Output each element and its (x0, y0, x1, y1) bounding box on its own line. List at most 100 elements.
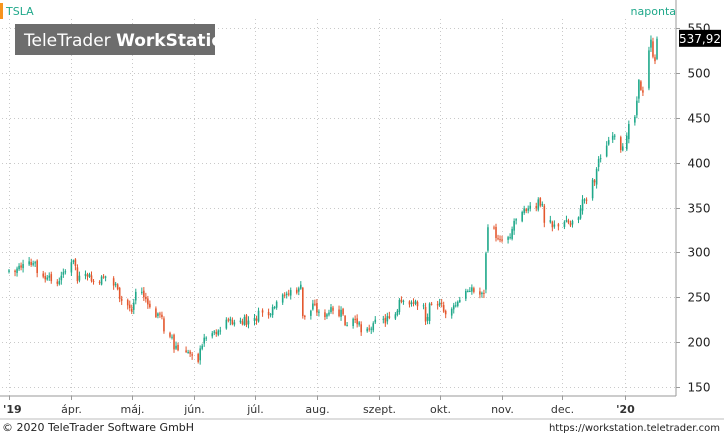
candle-body (553, 224, 556, 227)
candle-body (118, 287, 121, 300)
candle-body (60, 275, 63, 281)
candle-body (72, 260, 75, 262)
x-tick-label: szept. (363, 403, 396, 416)
candle-body (90, 275, 93, 282)
candle-body (219, 330, 222, 332)
symbol-color-marker (0, 3, 3, 19)
candle-body (197, 353, 199, 362)
candle-body (585, 199, 588, 201)
candle-body (398, 299, 401, 313)
candle-body (157, 313, 159, 316)
watermark-logo: TeleTrader WorkStation (15, 24, 235, 55)
x-tick-label: okt. (430, 403, 451, 416)
candle-body (84, 273, 87, 276)
candle-body (549, 220, 552, 223)
candle-body (302, 287, 304, 317)
candle-body (175, 345, 177, 349)
y-tick-label: 200 (688, 336, 711, 350)
candle-body (30, 261, 32, 265)
candle-body (98, 281, 101, 283)
candle-body (452, 305, 455, 310)
candle-body (356, 318, 358, 325)
candle-body (634, 116, 636, 123)
candle-body (217, 330, 220, 335)
candle-body (638, 80, 640, 99)
candle-body (177, 344, 179, 351)
candle-body (599, 158, 602, 160)
candle-body (340, 309, 342, 317)
candle-body (384, 317, 387, 324)
candle-body (330, 307, 332, 313)
candle-body (352, 318, 354, 326)
candle-body (458, 299, 461, 303)
candle-body (328, 312, 330, 315)
candle-body (569, 223, 572, 226)
candle-body (36, 260, 38, 274)
candle-body (231, 320, 234, 325)
candle-body (358, 322, 360, 325)
candle-body (191, 354, 193, 356)
candle-body (354, 318, 356, 320)
candle-body (565, 220, 568, 222)
candle-body (539, 198, 542, 206)
candle-body (215, 332, 218, 335)
y-tick-label: 400 (688, 157, 711, 171)
candle-body (169, 332, 171, 337)
candle-body (241, 321, 244, 325)
candle-body (245, 315, 248, 326)
candle-body (86, 274, 89, 277)
candle-body (346, 325, 348, 327)
candle-body (338, 309, 340, 317)
candle-body (267, 311, 270, 316)
candle-body (78, 275, 81, 281)
candle-body (495, 226, 497, 239)
candle-body (48, 275, 51, 278)
candle-body (32, 263, 34, 265)
candle-body (521, 211, 523, 222)
source-url[interactable]: https://workstation.teletrader.com (549, 423, 720, 434)
candle-body (430, 303, 433, 305)
candle-body (100, 276, 103, 285)
candle-body (485, 253, 487, 290)
candle-body (440, 302, 443, 304)
symbol-label: TSLA (5, 5, 34, 18)
candle-body (442, 305, 445, 312)
candle-body (535, 206, 538, 209)
candle-body (428, 303, 431, 321)
copyright-text: © 2020 TeleTrader Software GmbH (2, 421, 194, 434)
candle-body (396, 310, 399, 315)
candle-body (648, 50, 650, 89)
candle-body (126, 299, 129, 306)
candle-body (479, 291, 481, 295)
candles (8, 35, 658, 365)
candle-body (88, 273, 91, 277)
candle-body (189, 351, 191, 354)
candle-body (515, 219, 517, 221)
x-tick-label: ápr. (61, 403, 82, 416)
candle-body (444, 310, 447, 315)
y-tick-label: 300 (688, 246, 711, 260)
candle-body (310, 310, 312, 316)
candle-body (438, 302, 441, 306)
candle-body (120, 298, 123, 301)
candle-body (239, 320, 242, 323)
x-tick-label: '19 (3, 403, 22, 416)
candle-body (134, 291, 137, 301)
candle-body (597, 159, 600, 168)
svg-text:TeleTrader WorkStation: TeleTrader WorkStation (23, 31, 235, 51)
candle-body (374, 319, 377, 323)
candle-body (171, 336, 173, 338)
candle-body (161, 314, 163, 318)
candle-body (287, 293, 290, 295)
interval-label: naponta (631, 5, 676, 18)
candle-body (130, 308, 133, 312)
candle-body (149, 303, 151, 308)
candle-body (541, 203, 544, 206)
candle-body (499, 239, 501, 241)
y-tick-label: 500 (688, 67, 711, 81)
candle-body (511, 229, 513, 239)
candle-body (289, 290, 292, 296)
candle-body (537, 199, 540, 210)
last-price-label: 537,92 (679, 32, 721, 46)
